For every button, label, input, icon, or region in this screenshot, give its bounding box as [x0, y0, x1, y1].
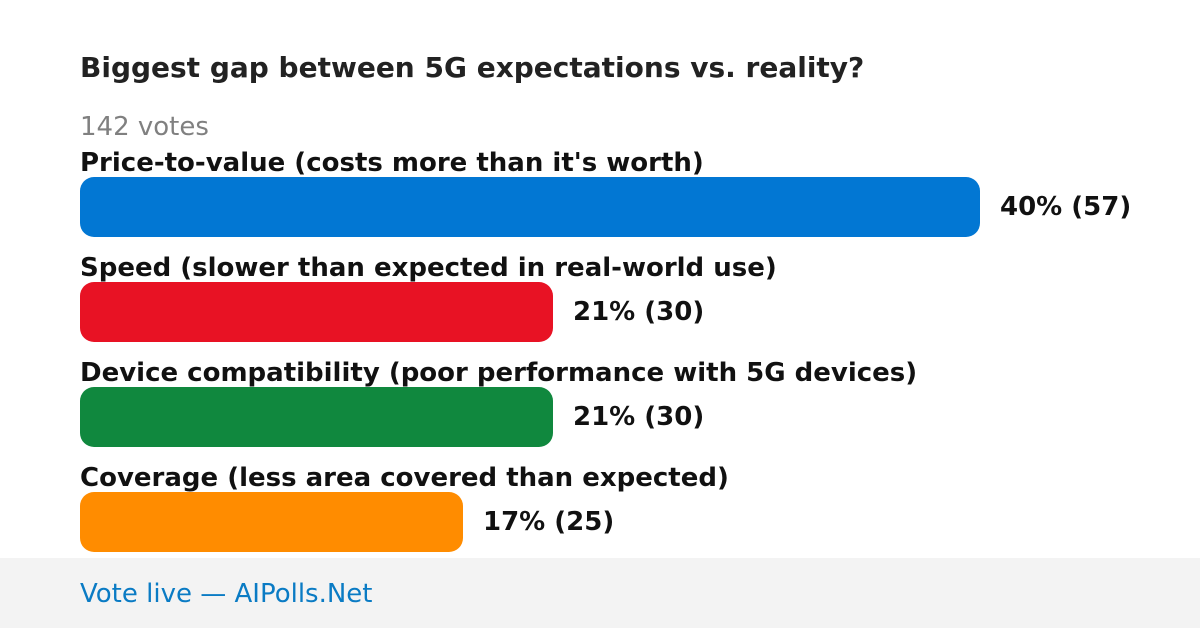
footer: Vote live — AIPolls.Net [0, 558, 1200, 628]
poll-option: Price-to-value (costs more than it's wor… [80, 145, 1180, 250]
poll-title: Biggest gap between 5G expectations vs. … [80, 51, 865, 84]
result-bar [80, 282, 553, 342]
result-value-label: 21% (30) [573, 402, 705, 432]
vote-live-link[interactable]: Vote live — AIPolls.Net [80, 579, 373, 609]
result-value-label: 21% (30) [573, 297, 705, 327]
result-bar [80, 387, 553, 447]
option-label: Speed (slower than expected in real-worl… [80, 253, 777, 283]
vote-count: 142 votes [80, 112, 209, 142]
option-label: Device compatibility (poor performance w… [80, 358, 918, 388]
result-value-label: 17% (25) [483, 507, 615, 537]
result-value-label: 40% (57) [1000, 192, 1132, 222]
result-bar [80, 492, 463, 552]
poll-option: Speed (slower than expected in real-worl… [80, 250, 1180, 355]
option-label: Coverage (less area covered than expecte… [80, 463, 729, 493]
result-bar [80, 177, 980, 237]
poll-option: Coverage (less area covered than expecte… [80, 460, 1180, 565]
option-label: Price-to-value (costs more than it's wor… [80, 148, 704, 178]
poll-option: Device compatibility (poor performance w… [80, 355, 1180, 460]
